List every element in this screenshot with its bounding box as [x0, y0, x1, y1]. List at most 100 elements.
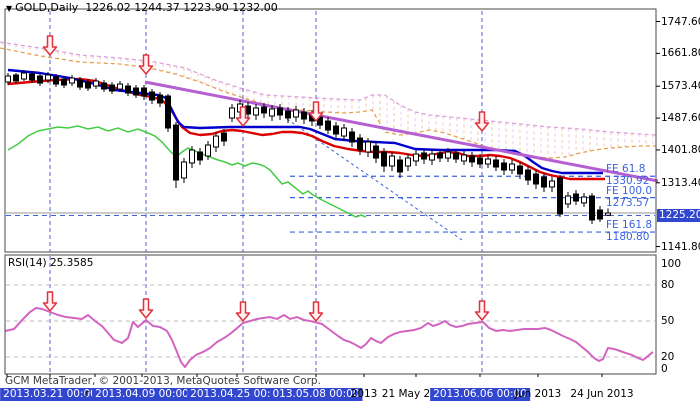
candle-bear [573, 193, 579, 202]
candle-bear [221, 132, 227, 142]
time-label[interactable]: Jun 2013 [514, 388, 562, 400]
candle-bear [165, 95, 171, 129]
candle-bull [413, 153, 419, 162]
candle-bear [277, 107, 283, 116]
rsi-tick-label: 50 [661, 315, 675, 327]
candle-bear [285, 110, 291, 119]
rsi-tick-label: 20 [661, 351, 675, 363]
candle-bull [605, 212, 611, 216]
price-tick-label: 1141.80 [661, 240, 700, 253]
candle-bull [485, 158, 491, 165]
price-tick-label: 1401.80 [661, 143, 700, 156]
chart-title: ▼ GOLD,Daily 1226.02 1244.37 1223.90 1232… [6, 1, 278, 14]
candle-bear [501, 162, 507, 171]
candle-bear [29, 73, 35, 81]
candle-bear [333, 125, 339, 135]
cloud-upper-boundary[interactable] [0, 41, 657, 136]
candle-bull [229, 107, 235, 119]
candle-bear [101, 82, 107, 90]
green-support-line[interactable] [7, 125, 367, 218]
sell-arrow-icon[interactable] [138, 54, 154, 75]
rsi-indicator-label: RSI(14) 25.3585 [8, 257, 94, 269]
sell-arrow-rsi-icon[interactable] [235, 301, 251, 322]
fib-level-label[interactable]: FE 61.8 1330.92 [606, 163, 650, 188]
time-label-highlighted[interactable]: 2013.04.25 00:00 [187, 388, 287, 401]
time-label-highlighted[interactable]: 2013.04.09 00:00 [92, 388, 192, 401]
candle-bear [597, 209, 603, 220]
time-label-highlighted[interactable]: 2013.03.21 00:00 [0, 388, 100, 401]
sell-arrow-icon[interactable] [235, 106, 251, 127]
candle-bear [261, 106, 267, 114]
candle-bull [365, 141, 371, 153]
candle-bull [429, 153, 435, 161]
rsi-tick-label: 0 [661, 363, 668, 375]
time-label[interactable]: 24 Jun 2013 [570, 388, 634, 400]
candle-bull [205, 144, 211, 157]
candle-bull [445, 151, 451, 159]
candle-bull [69, 77, 75, 84]
rsi-tick-label: 100 [661, 258, 682, 270]
price-tick-label: 1487.60 [661, 112, 700, 125]
candle-bull [509, 163, 515, 171]
rsi-line[interactable] [4, 307, 654, 368]
candle-bear [469, 155, 475, 163]
time-label-highlighted[interactable]: 2013.06.06 00:00 [430, 388, 530, 401]
time-label[interactable]: 2013 [350, 388, 378, 400]
candle-bear [541, 176, 547, 188]
price-tick-label: 1313.40 [661, 176, 700, 189]
sell-arrow-rsi-icon[interactable] [138, 298, 154, 319]
sell-arrow-rsi-icon[interactable] [42, 291, 58, 312]
candle-bear [149, 91, 155, 101]
candle-bull [461, 154, 467, 162]
candle-bear [301, 111, 307, 120]
candle-bull [405, 157, 411, 167]
candle-bull [93, 80, 99, 87]
candle-bear [533, 173, 539, 185]
candle-bear [13, 74, 19, 82]
candle-bear [157, 94, 163, 104]
price-pane-border [4, 8, 657, 253]
cloud-lower-boundary[interactable] [0, 47, 656, 159]
candle-bull [117, 83, 123, 90]
time-label-highlighted[interactable]: 013.05.08 00:00 [269, 388, 363, 401]
candle-bear [381, 151, 387, 167]
candle-bear [37, 75, 43, 84]
candle-bear [133, 87, 139, 96]
candle-bear [421, 152, 427, 160]
candle-bull [565, 195, 571, 205]
fib-level-label[interactable]: FE 161.8 1180.80 [606, 219, 653, 244]
sell-arrow-icon[interactable] [308, 101, 324, 122]
sell-arrow-rsi-icon[interactable] [474, 300, 490, 321]
candle-bull [181, 161, 187, 179]
candle-bear [141, 87, 147, 97]
candle-bull [253, 107, 259, 116]
candle-bull [45, 74, 51, 81]
candle-bear [589, 195, 595, 221]
chart-dropdown-icon[interactable]: ▼ [6, 4, 13, 13]
candle-bull [5, 75, 11, 83]
candle-bull [269, 108, 275, 117]
candle-bull [341, 127, 347, 137]
candle-bear [453, 152, 459, 160]
chart-ohlc-values: 1226.02 1244.37 1223.90 1232.00 [85, 1, 278, 14]
sell-arrow-icon[interactable] [474, 111, 490, 132]
candle-bull [549, 180, 555, 188]
price-tick-label: 1661.80 [661, 47, 700, 60]
rsi-tick-label: 80 [661, 279, 675, 291]
chart-symbol-period: GOLD,Daily [15, 1, 79, 14]
copyright-text: GCM MetaTrader, © 2001-2013, MetaQuotes … [5, 375, 321, 387]
candle-bull [213, 135, 219, 148]
candle-bull [581, 196, 587, 204]
candle-bull [293, 109, 299, 118]
candle-bear [61, 78, 67, 86]
candle-bear [557, 177, 563, 215]
candle-bear [77, 79, 83, 88]
price-tick-label: 1747.60 [661, 15, 700, 28]
sell-arrow-rsi-icon[interactable] [308, 301, 324, 322]
candle-bull [21, 72, 27, 80]
fib-level-label[interactable]: FE 100.0 1273.57 [606, 184, 653, 209]
descending-trendline[interactable] [144, 80, 659, 183]
candle-bear [125, 85, 131, 94]
sell-arrow-icon[interactable] [42, 35, 58, 56]
